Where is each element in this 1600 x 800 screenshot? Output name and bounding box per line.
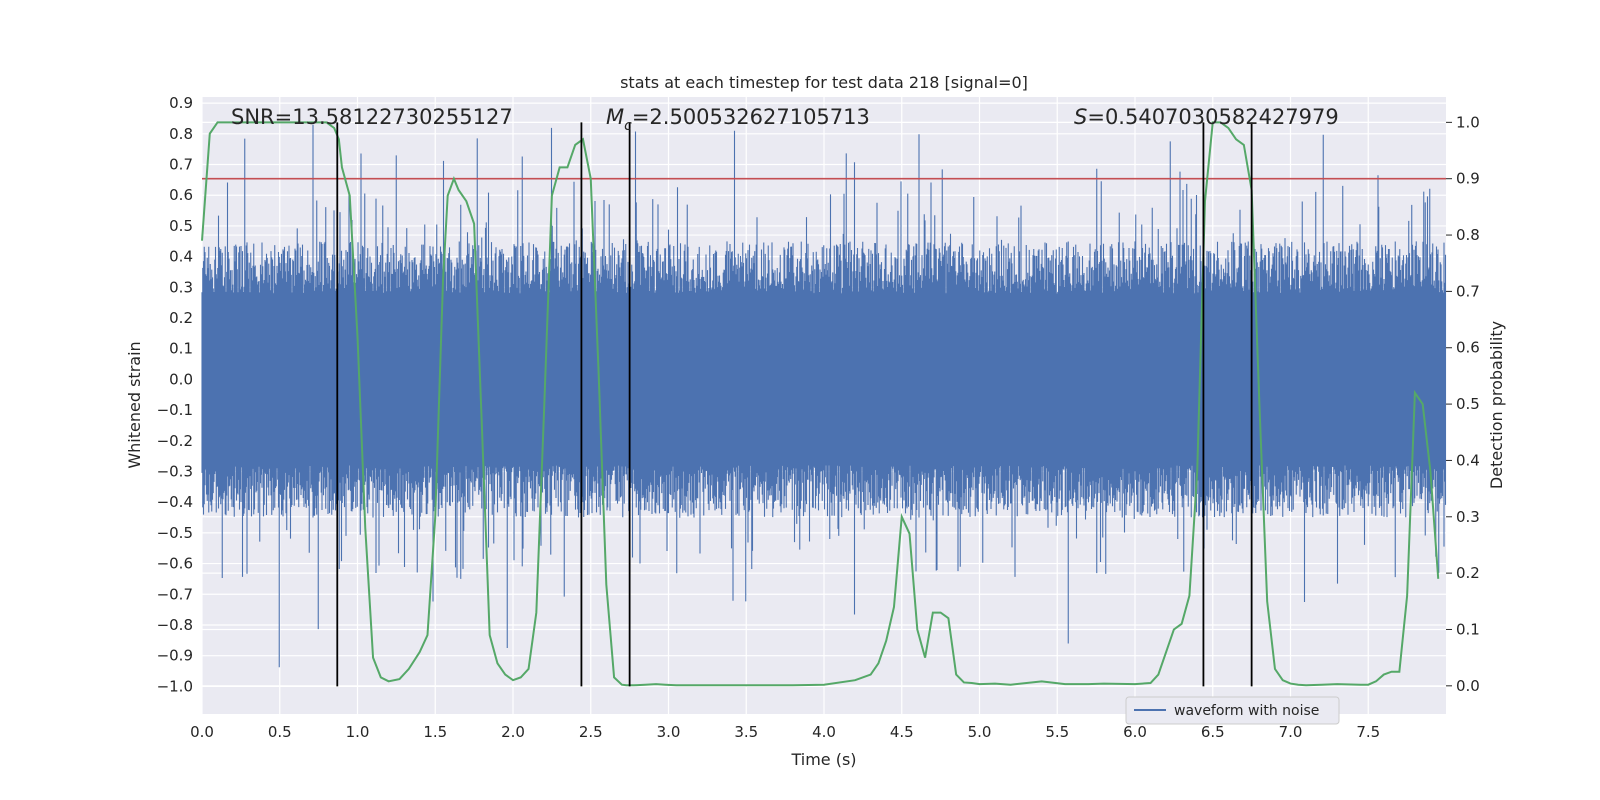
y2-tick-label: 0.8 — [1456, 226, 1480, 244]
x-tick-label: 2.5 — [579, 723, 603, 741]
y-tick-label: 0.0 — [169, 370, 193, 388]
y-axis-label: Whitened strain — [125, 341, 144, 468]
waveform-series — [201, 124, 1447, 668]
y2-axis-label: Detection probability — [1487, 321, 1506, 489]
y-tick-label: −0.5 — [157, 524, 193, 542]
y-tick-label: 0.2 — [169, 309, 193, 327]
spin-value: =0.5407030582427979 — [1087, 105, 1338, 129]
y-tick-label: −0.4 — [157, 493, 193, 511]
y2-tick-label: 0.0 — [1456, 677, 1480, 695]
chirp-mass-symbol: M — [606, 105, 624, 129]
probability-line — [201, 121, 1440, 687]
x-tick-label: 5.5 — [1045, 723, 1069, 741]
chirp-mass-subscript: c — [624, 118, 632, 134]
y-tick-label: −0.2 — [157, 432, 193, 450]
spin-symbol: S — [1074, 105, 1087, 129]
x-tick-label: 2.0 — [501, 723, 525, 741]
x-tick-label: 4.5 — [890, 723, 914, 741]
y-tick-label: −0.9 — [157, 647, 193, 665]
y-tick-label: −0.6 — [157, 555, 193, 573]
legend: waveform with noise — [1125, 696, 1340, 725]
chirp-mass-annotation: Mc=2.500532627105713 — [606, 105, 870, 134]
x-tick-label: 1.5 — [423, 723, 447, 741]
x-tick-label: 3.0 — [657, 723, 681, 741]
y-tick-labels: 0.9 0.8 0.7 0.6 0.5 0.4 0.3 0.2 0.1 0.0 −0.1 −0.2 −0… — [157, 94, 193, 695]
y-tick-label: 0.9 — [169, 94, 193, 112]
y-tick-label: 0.4 — [169, 248, 193, 266]
x-tick-label: 5.0 — [968, 723, 992, 741]
x-tick-label: 1.0 — [346, 723, 370, 741]
x-tick-labels: 0.0 0.5 1.0 1.5 2.0 2.5 3.0 3.5 4.0 4.5 5.0 5.5 6.0 6… — [190, 723, 1380, 741]
y2-tick-label: 0.4 — [1456, 451, 1480, 469]
y2-tick-label: 0.2 — [1456, 564, 1480, 582]
y-tick-label: 0.8 — [169, 125, 193, 143]
chirp-mass-value: =2.500532627105713 — [632, 105, 870, 129]
y-tick-label: 0.1 — [169, 340, 193, 358]
snr-annotation: SNR=13.58122730255127 — [231, 105, 513, 129]
x-axis-label: Time (s) — [790, 750, 856, 769]
y-tick-label: −0.8 — [157, 616, 193, 634]
x-tick-label: 6.5 — [1201, 723, 1225, 741]
y-tick-label: 0.6 — [169, 186, 193, 204]
y2-tick-label: 0.3 — [1456, 508, 1480, 526]
y-tick-label: −1.0 — [157, 677, 193, 695]
y2-tick-label: 1.0 — [1456, 113, 1480, 131]
y2-tick-label: 0.9 — [1456, 170, 1480, 188]
y-tick-label: −0.1 — [157, 401, 193, 419]
annotations: SNR=13.58122730255127 Mc=2.5005326271057… — [231, 105, 1339, 134]
x-tick-label: 4.0 — [812, 723, 836, 741]
y-tick-label: −0.3 — [157, 462, 193, 480]
y2-tick-label: 0.1 — [1456, 620, 1480, 638]
y-tick-label: 0.3 — [169, 278, 193, 296]
x-tick-label: 0.5 — [268, 723, 292, 741]
probability-series — [201, 121, 1440, 687]
legend-label: waveform with noise — [1174, 703, 1319, 719]
x-tick-label: 0.0 — [190, 723, 214, 741]
x-tick-label: 3.5 — [734, 723, 758, 741]
waveform-trace — [201, 124, 1447, 668]
spin-annotation: S=0.5407030582427979 — [1074, 105, 1339, 129]
x-tick-label: 6.0 — [1123, 723, 1147, 741]
x-tick-label: 7.5 — [1356, 723, 1380, 741]
y-tick-label: −0.7 — [157, 585, 193, 603]
legend-box — [1125, 696, 1340, 725]
marker-lines — [336, 122, 1253, 687]
y2-tick-label: 0.7 — [1456, 282, 1480, 300]
chart-title: stats at each timestep for test data 218… — [620, 73, 1028, 92]
y-tick-label: 0.7 — [169, 156, 193, 174]
y2-tick-labels: 0.0 0.1 0.2 0.3 0.4 0.5 0.6 0.7 0.8 0.9 1.0 — [1446, 113, 1480, 695]
x-tick-label: 7.0 — [1279, 723, 1303, 741]
y-tick-label: 0.5 — [169, 217, 193, 235]
y2-tick-label: 0.5 — [1456, 395, 1480, 413]
y2-tick-label: 0.6 — [1456, 339, 1480, 357]
